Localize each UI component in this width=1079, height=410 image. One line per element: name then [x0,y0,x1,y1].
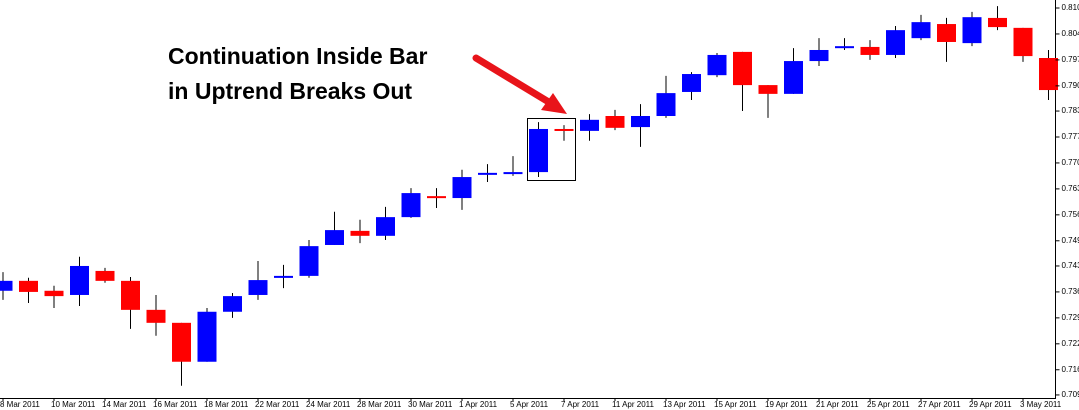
x-tick-label: 19 Apr 2011 [765,400,808,409]
candle-body [911,22,931,39]
candle-body [70,265,89,295]
y-tick-label: 0.7702 [1062,158,1079,167]
x-tick-label: 28 Mar 2011 [357,400,402,409]
y-tick-label: 0.7296 [1062,313,1079,322]
y-tick-label: 0.7498 [1062,236,1079,245]
candle-body [0,280,13,291]
y-tick-label: 0.7364 [1062,287,1079,296]
y-tick-label: 0.7972 [1062,55,1079,64]
candle-body [1013,27,1033,57]
x-tick-label: 1 Apr 2011 [459,400,498,409]
candle-body [325,230,344,245]
candle-body [605,116,625,128]
candle-body [44,290,64,297]
x-tick-label: 25 Apr 2011 [867,400,910,409]
y-tick-label: 0.7094 [1062,390,1079,399]
candle-body [554,128,574,131]
candle-body [197,311,217,362]
candle-body [350,230,370,236]
x-tick-label: 14 Mar 2011 [102,400,147,409]
candle-body [809,49,829,62]
x-tick-label: 5 Apr 2011 [510,400,549,409]
candle-body [860,46,880,55]
x-tick-label: 21 Apr 2011 [816,400,859,409]
candle-body [937,24,956,42]
candle-body [427,196,446,199]
y-tick-label: 0.7566 [1062,210,1079,219]
candles [0,6,1058,386]
candle-body [580,119,599,131]
candle-body [733,51,752,86]
candle-body [248,280,268,295]
candle-body [401,193,421,218]
candle-body [529,128,548,173]
x-tick-label: 11 Apr 2011 [612,400,655,409]
x-tick-label: 22 Mar 2011 [255,400,300,409]
candle-body [121,280,140,310]
candle-body [988,17,1007,28]
x-tick-label: 15 Apr 2011 [714,400,757,409]
x-tick-label: 7 Apr 2011 [561,400,600,409]
candle-body [146,309,166,323]
candle-body [886,30,905,55]
y-tick-label: 0.8040 [1062,29,1079,38]
candle-body [682,74,701,92]
x-tick-label: 3 May 2011 [1020,400,1062,409]
annotation-line: in Uptrend Breaks Out [168,78,412,104]
x-tick-label: 29 Apr 2011 [969,400,1012,409]
candle-body [478,172,497,175]
annotation-line: Continuation Inside Bar [168,43,427,69]
candle-body [758,85,778,94]
candle-body [274,275,293,278]
y-tick-label: 0.7904 [1062,81,1079,90]
candle-body [835,46,854,49]
candle-body [503,172,523,175]
y-tick-label: 0.7634 [1062,184,1079,193]
y-tick-label: 0.7160 [1062,365,1079,374]
x-tick-label: 30 Mar 2011 [408,400,453,409]
candle-body [656,93,676,117]
x-tick-label: 18 Mar 2011 [204,400,249,409]
candle-body [707,54,727,76]
candle-body [299,246,319,276]
candle-body [376,217,395,236]
candle-body [95,270,115,281]
x-tick-label: 16 Mar 2011 [153,400,198,409]
candle-body [223,296,242,312]
arrow-shaft [472,54,556,108]
x-tick-label: 13 Apr 2011 [663,400,706,409]
candle-body [631,116,650,128]
candle-body [962,17,982,44]
x-tick-label: 8 Mar 2011 [0,400,40,409]
x-tick-label: 27 Apr 2011 [918,400,961,409]
y-tick-label: 0.7838 [1062,106,1079,115]
highlight-box [527,118,576,181]
candle-body [19,280,38,292]
x-tick-label: 10 Mar 2011 [51,400,96,409]
y-tick-label: 0.7770 [1062,132,1079,141]
y-tick-label: 0.7432 [1062,261,1079,270]
candle-body [784,61,803,94]
candle-body [1039,58,1058,91]
candle-body [452,177,472,199]
candle-body [172,322,191,362]
y-tick-label: 0.7228 [1062,339,1079,348]
y-tick-label: 0.8108 [1062,3,1079,12]
arrow-head [541,93,567,114]
x-tick-label: 24 Mar 2011 [306,400,351,409]
